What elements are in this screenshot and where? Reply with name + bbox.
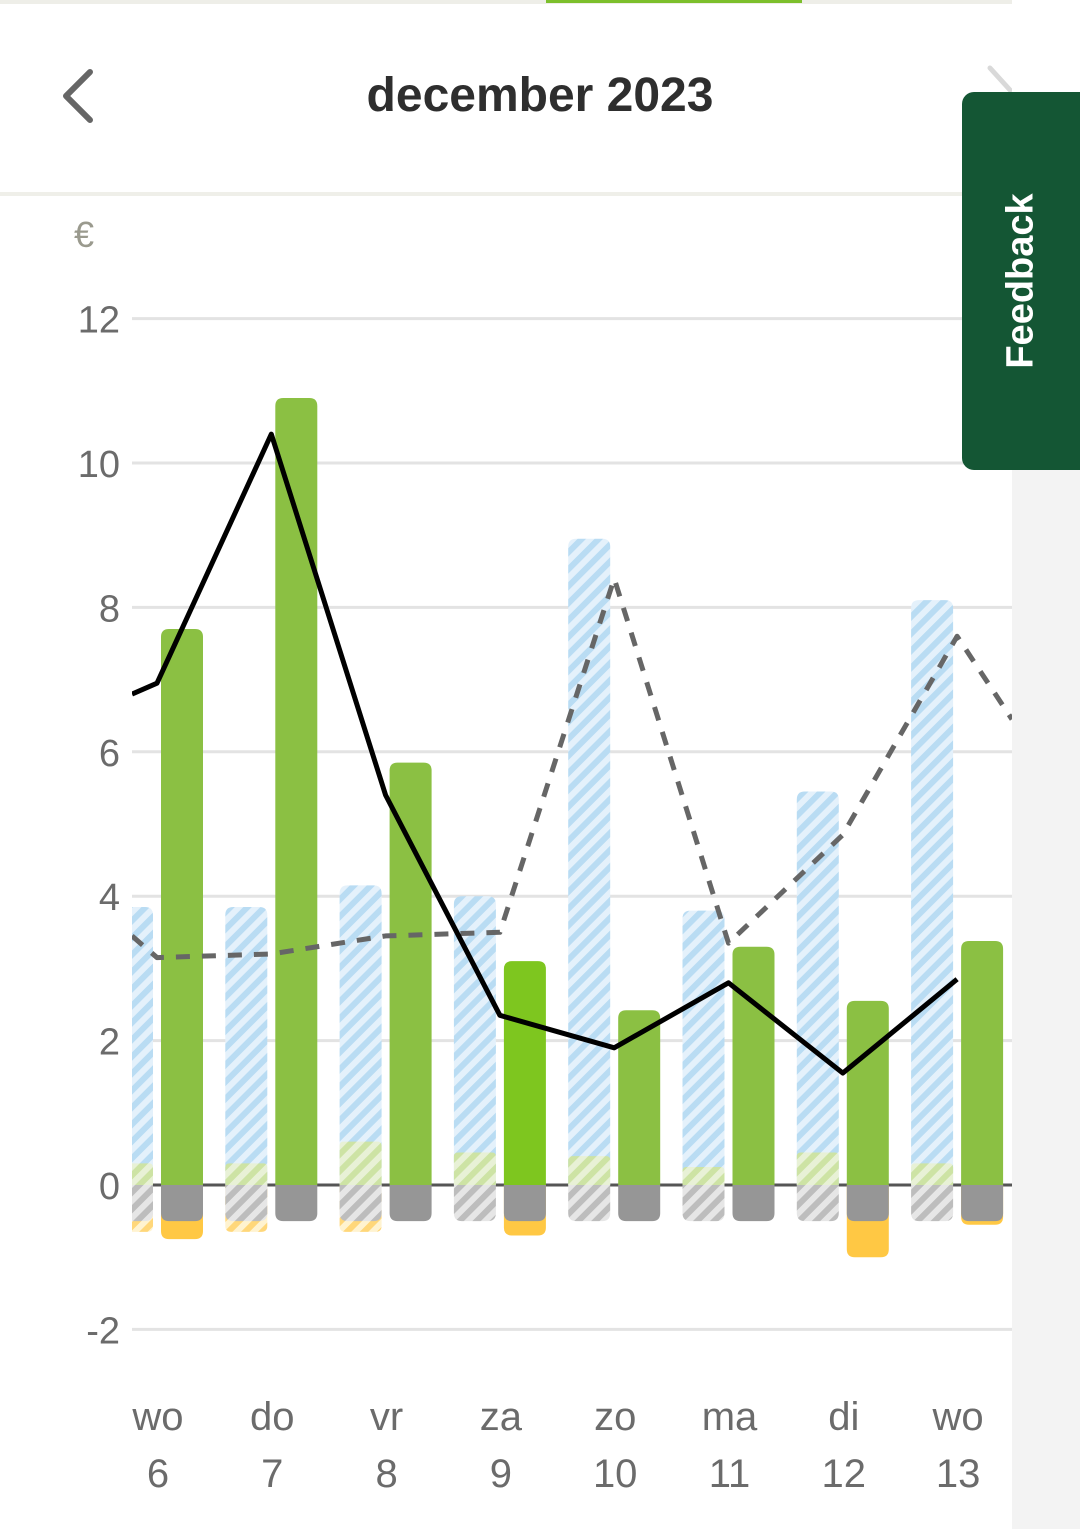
forecast-negative-bar (911, 1185, 954, 1222)
actual-negative-bar (961, 1185, 1004, 1222)
y-tick-label: 6 (99, 733, 120, 775)
forecast-negative-bar (796, 1185, 839, 1222)
x-tick-date: 6 (147, 1452, 169, 1496)
month-title: december 2023 (366, 69, 714, 122)
forecast-negative-bar (225, 1185, 268, 1222)
forecast-bar (225, 907, 268, 1185)
x-tick-day: ma (702, 1395, 758, 1439)
forecast-negative-bar (132, 1185, 153, 1222)
x-tick-day: wo (131, 1395, 183, 1439)
x-tick-day: za (480, 1395, 523, 1439)
x-tick-date: 12 (822, 1452, 867, 1496)
x-tick-date: 11 (709, 1452, 751, 1496)
forecast-bar (339, 885, 382, 1185)
actual-negative-bar (275, 1185, 318, 1222)
x-tick-day: wo (932, 1395, 984, 1439)
forecast-bar (796, 791, 839, 1185)
forecast-low-segment (339, 1141, 382, 1185)
forecast-low-segment (225, 1163, 268, 1185)
forecast-low-segment (682, 1166, 725, 1185)
chevron-left-icon (63, 69, 93, 123)
actual-negative-bar (161, 1185, 203, 1222)
forecast-negative-bar (682, 1185, 725, 1222)
previous-month-button[interactable] (52, 62, 112, 132)
forecast-negative-bar (339, 1185, 382, 1222)
chevron-right-icon (987, 65, 1013, 93)
x-tick-date: 13 (936, 1452, 981, 1496)
y-tick-label: 10 (78, 444, 120, 486)
actual-bar (161, 629, 203, 1185)
actual-line (132, 431, 959, 1076)
y-tick-label: 4 (99, 877, 120, 919)
forecast-bar (911, 600, 954, 1185)
forecast-negative-bar (453, 1185, 496, 1222)
x-tick-date: 10 (593, 1452, 638, 1496)
forecast-low-segment (568, 1156, 611, 1185)
feedback-label: Feedback (999, 193, 1042, 369)
forecast-low-segment (911, 1163, 954, 1185)
actual-negative-bar (732, 1185, 775, 1222)
forecast-low-segment (453, 1152, 496, 1185)
actual-bar (846, 1000, 889, 1185)
next-month-button[interactable] (972, 62, 1013, 132)
y-tick-label: 8 (99, 588, 120, 630)
forecast-line (132, 576, 1012, 961)
x-tick-day: do (250, 1395, 295, 1439)
x-tick-date: 9 (490, 1452, 512, 1496)
y-tick-label: 0 (99, 1166, 120, 1208)
actual-negative-bar (618, 1185, 661, 1222)
y-tick-label: -2 (86, 1310, 120, 1352)
actual-bar (961, 940, 1004, 1185)
forecast-low-segment (132, 1163, 153, 1185)
y-tick-label: 12 (78, 300, 120, 342)
forecast-negative-bar (568, 1185, 611, 1222)
daily-cost-chart: € 12 10 8 6 4 2 0 -2 wo 6 do 7 vr 8 za 9 zo 10 ma 11 di 12 wo 1… (74, 214, 1012, 1496)
actual-negative-bar (503, 1185, 546, 1222)
actual-bar (732, 946, 775, 1185)
currency-unit-label: € (74, 214, 94, 255)
x-tick-day: vr (370, 1395, 403, 1439)
actual-bar (503, 961, 546, 1185)
active-tab-indicator (546, 0, 802, 3)
forecast-low-segment (796, 1152, 839, 1185)
actual-negative-bar (846, 1185, 889, 1222)
feedback-button[interactable]: Feedback (962, 92, 1080, 470)
top-divider (0, 0, 1012, 4)
page-right-margin (1012, 470, 1080, 1529)
actual-negative-bar (389, 1185, 432, 1222)
forecast-bar (682, 910, 725, 1185)
forecast-bar (453, 896, 496, 1185)
actual-bar (618, 1010, 661, 1185)
forecast-bar (568, 538, 611, 1185)
actual-bar (389, 762, 432, 1185)
x-tick-date: 8 (375, 1452, 397, 1496)
x-tick-day: di (828, 1395, 859, 1439)
forecast-bar (132, 907, 153, 1185)
actual-bar (275, 398, 318, 1185)
x-tick-date: 7 (261, 1452, 283, 1496)
x-tick-day: zo (594, 1395, 636, 1439)
header-divider (0, 192, 1012, 196)
y-tick-label: 2 (99, 1022, 120, 1064)
